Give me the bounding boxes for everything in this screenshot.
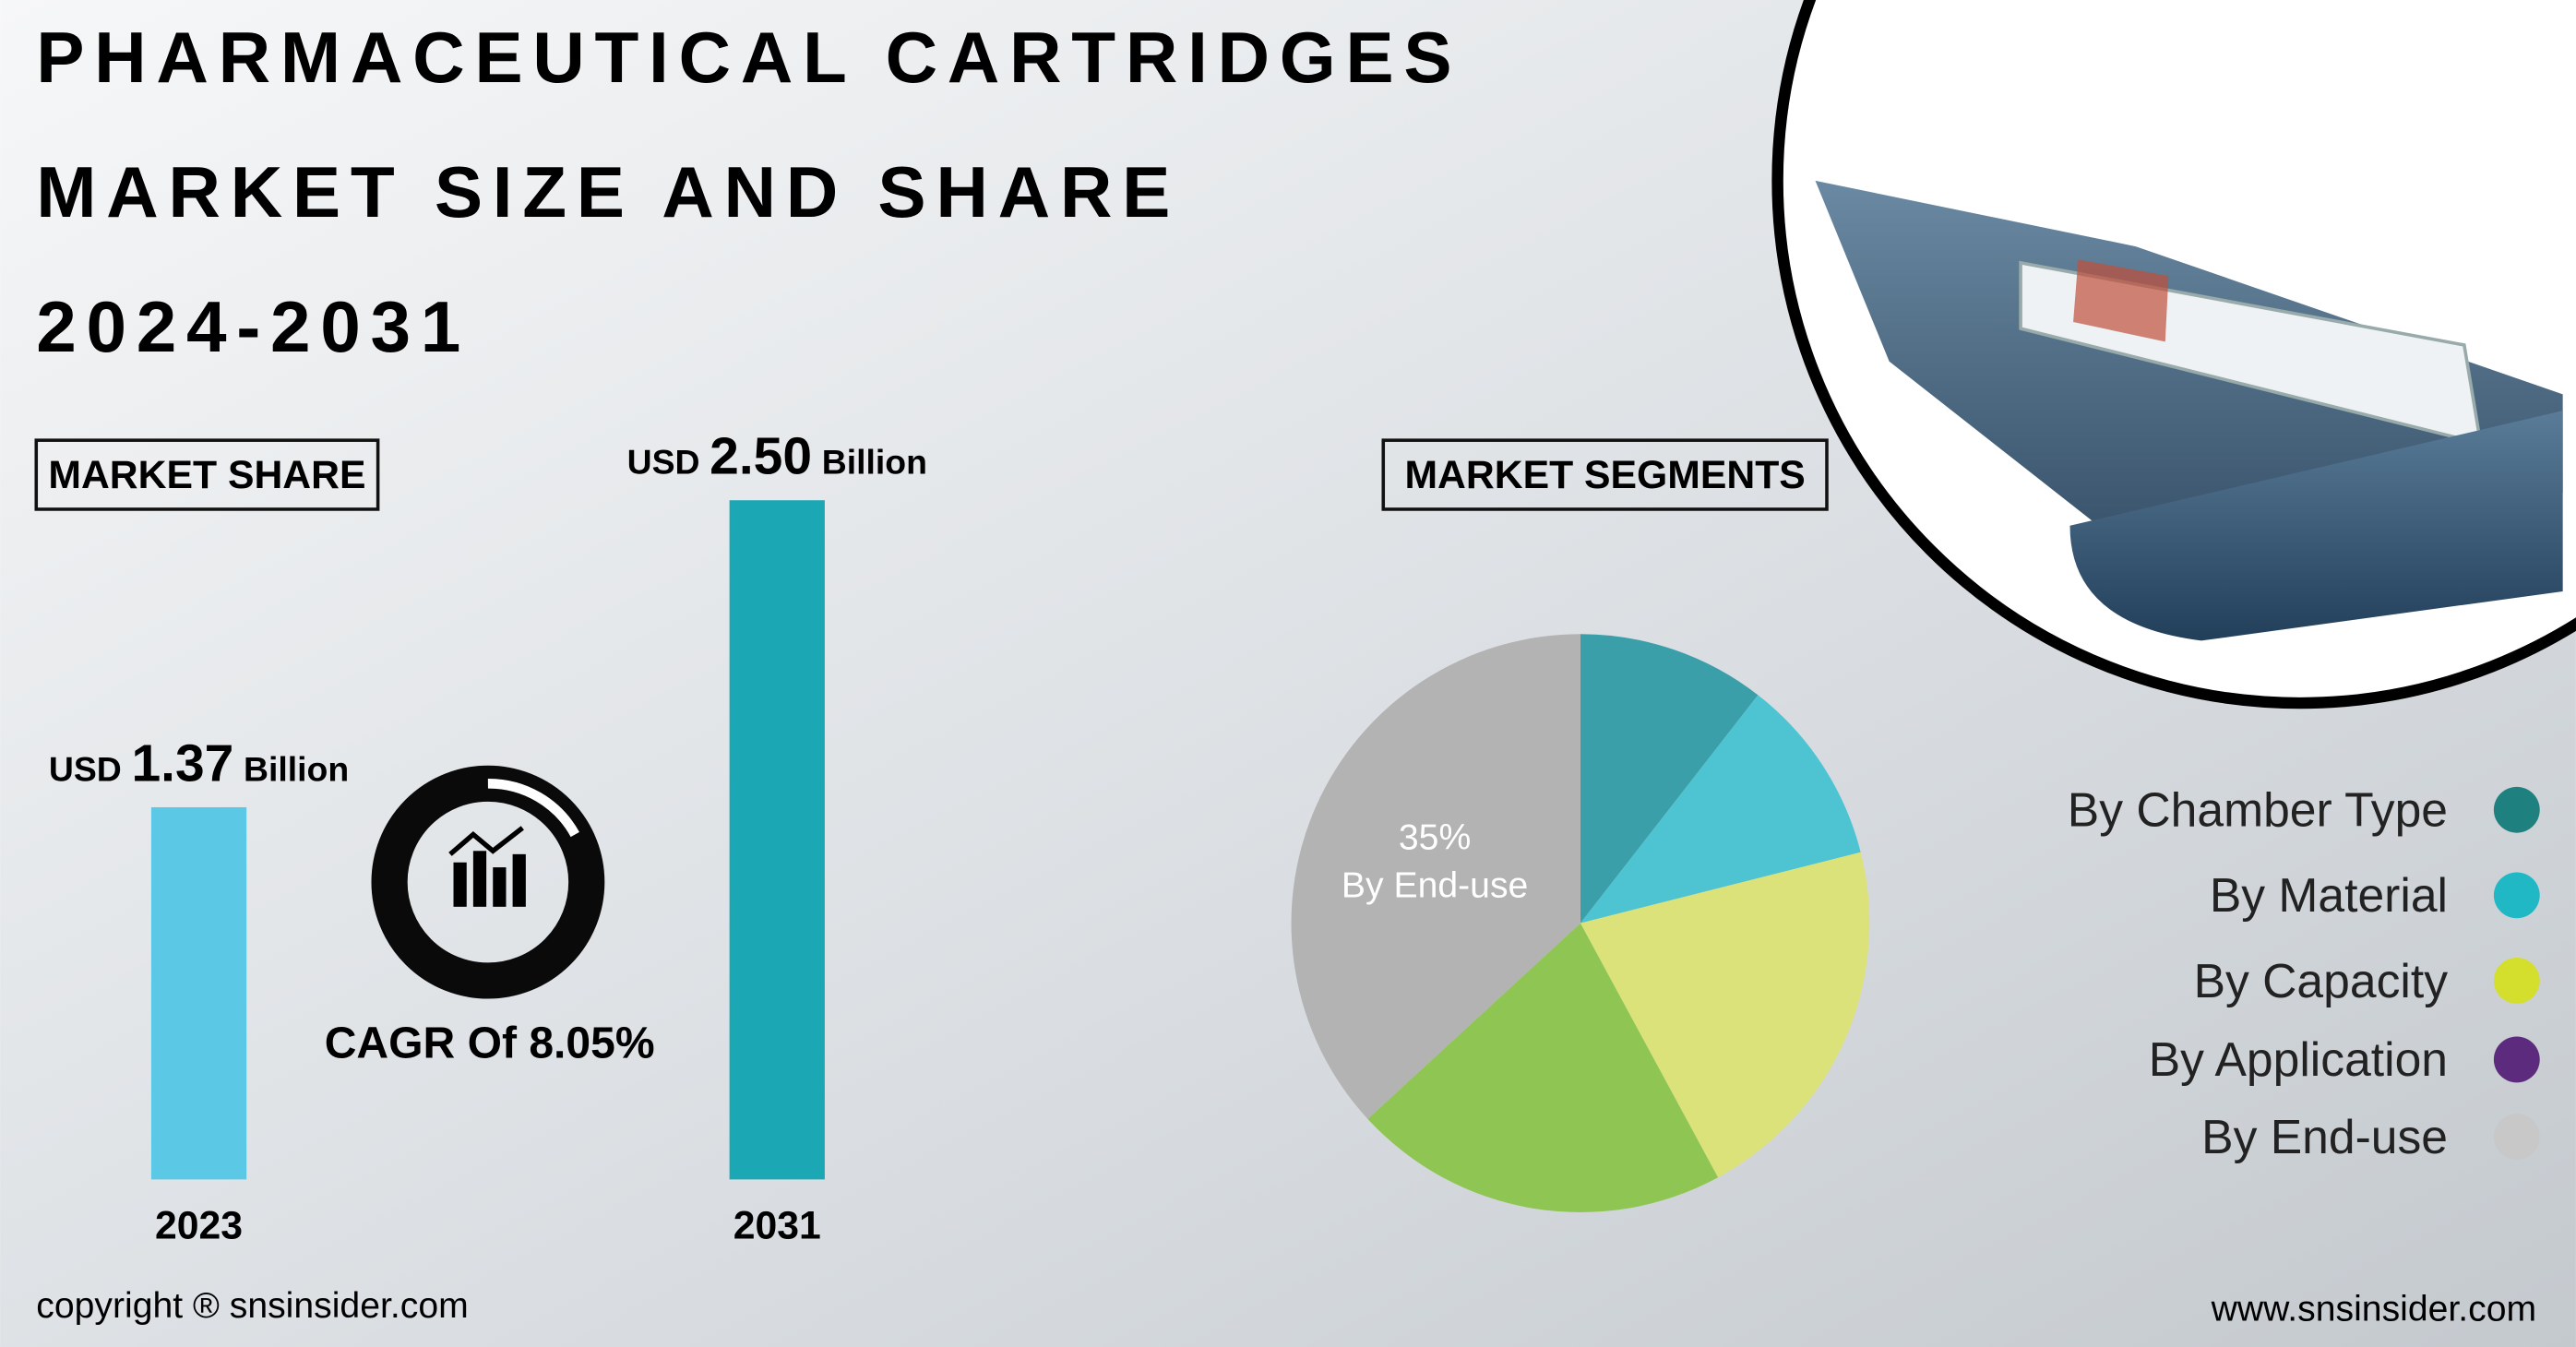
bar: [150, 806, 247, 1180]
copyright: copyright ® snsinsider.com: [36, 1286, 468, 1326]
badge: [1381, 438, 1829, 511]
legend-marker: [2493, 958, 2540, 1004]
legend-label: By Chamber Type: [2068, 783, 2448, 837]
legend-label: By End-use: [2201, 1110, 2448, 1163]
value-label-part: Billion: [244, 749, 349, 788]
legend-label: By Capacity: [2194, 954, 2449, 1007]
legend-marker: [2493, 1114, 2540, 1161]
slice-category-label: By End-use: [1342, 865, 1528, 905]
pie-slice: [1580, 852, 1870, 1178]
pie-slice: [1580, 634, 1759, 924]
value-label-part: Billion: [822, 443, 927, 482]
cagr-icon: [371, 765, 605, 999]
value-label: USD 1.37 Billion: [49, 733, 349, 793]
pie-slice: [1580, 695, 1861, 924]
title-line: MARKET SIZE AND SHARE: [36, 151, 1180, 232]
title-line: 2024-2031: [36, 286, 471, 367]
pie-slice: [1291, 634, 1580, 1119]
title-line: PHARMACEUTICAL CARTRIDGES: [36, 17, 1461, 98]
x-tick-label: 2031: [733, 1203, 821, 1247]
badge: [34, 438, 380, 511]
value-label-part: USD: [627, 443, 700, 482]
badge-label: MARKET SHARE: [48, 453, 365, 497]
legend-label: By Material: [2210, 868, 2448, 922]
legend-marker: [2493, 1036, 2540, 1083]
bar: [729, 500, 825, 1180]
value-label: USD 2.50 Billion: [627, 427, 927, 486]
product-photo: [1771, 0, 2576, 709]
slice-value-label: 35%: [1399, 818, 1471, 858]
x-tick-label: 2023: [155, 1203, 243, 1247]
value-label-part: 1.37: [131, 733, 233, 793]
legend-label: By Application: [2149, 1032, 2448, 1086]
legend-marker: [2493, 786, 2540, 833]
value-label-part: USD: [49, 749, 122, 788]
badge-label: MARKET SEGMENTS: [1404, 453, 1805, 497]
cagr-label: CAGR Of 8.05%: [325, 1019, 655, 1068]
value-label-part: 2.50: [710, 427, 812, 486]
legend-marker: [2493, 872, 2540, 919]
website: www.snsinsider.com: [2211, 1290, 2537, 1329]
pie-slice: [1367, 923, 1719, 1212]
